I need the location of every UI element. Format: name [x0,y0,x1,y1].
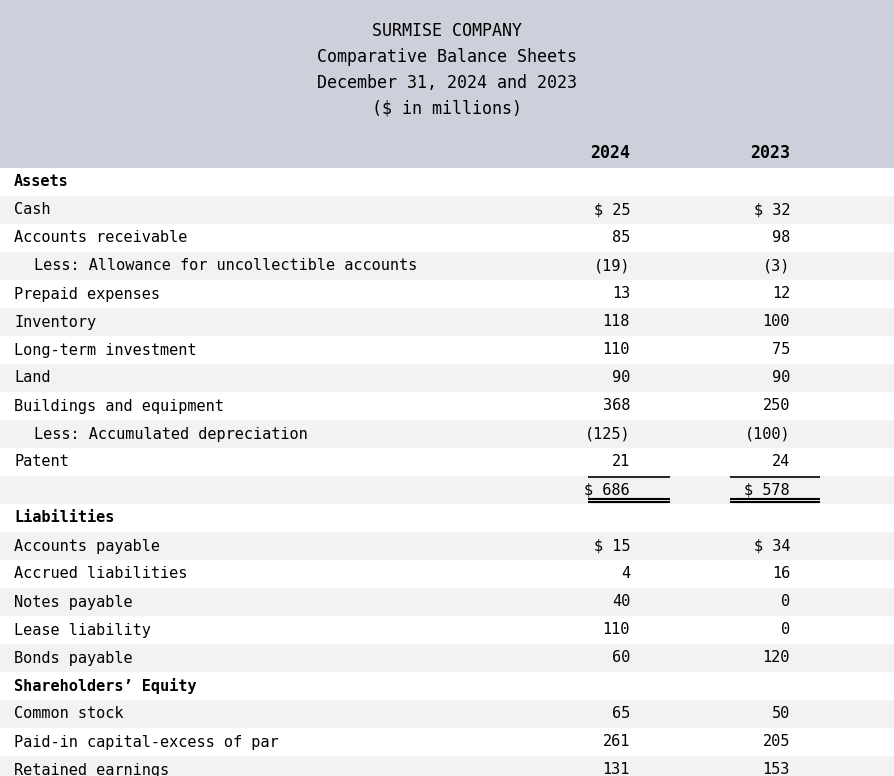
Bar [0,448,894,476]
Text: Assets: Assets [14,175,69,189]
Text: December 31, 2024 and 2023: December 31, 2024 and 2023 [317,74,577,92]
Bar [0,196,894,224]
Bar [0,672,894,700]
Bar [0,336,894,364]
Text: $ 686: $ 686 [585,483,630,497]
Bar [0,364,894,392]
Text: ($ in millions): ($ in millions) [372,100,522,118]
Text: Accrued liabilities: Accrued liabilities [14,566,188,581]
Text: 4: 4 [620,566,630,581]
Bar [0,700,894,728]
Text: (19): (19) [594,258,630,273]
Text: Shareholders’ Equity: Shareholders’ Equity [14,678,197,694]
Text: 21: 21 [611,455,630,469]
Bar [0,138,894,168]
Bar [0,252,894,280]
Text: Cash: Cash [14,203,50,217]
Text: $ 25: $ 25 [594,203,630,217]
Text: Lease liability: Lease liability [14,622,151,638]
Text: 24: 24 [772,455,790,469]
Bar [0,392,894,420]
Bar [0,0,894,138]
Text: (125): (125) [585,427,630,442]
Text: Accounts receivable: Accounts receivable [14,230,188,245]
Text: Less: Allowance for uncollectible accounts: Less: Allowance for uncollectible accoun… [34,258,417,273]
Text: Bonds payable: Bonds payable [14,650,132,666]
Text: 13: 13 [611,286,630,302]
Text: $ 15: $ 15 [594,539,630,553]
Text: 98: 98 [772,230,790,245]
Text: 2024: 2024 [590,144,630,162]
Text: 90: 90 [611,370,630,386]
Bar [0,616,894,644]
Bar [0,728,894,756]
Text: 12: 12 [772,286,790,302]
Text: Liabilities: Liabilities [14,511,114,525]
Bar [0,504,894,532]
Bar [0,756,894,776]
Text: Prepaid expenses: Prepaid expenses [14,286,160,302]
Text: Accounts payable: Accounts payable [14,539,160,553]
Text: Long-term investment: Long-term investment [14,342,197,358]
Text: 205: 205 [763,735,790,750]
Text: 131: 131 [603,763,630,776]
Text: 90: 90 [772,370,790,386]
Text: 110: 110 [603,622,630,638]
Bar [0,280,894,308]
Text: 75: 75 [772,342,790,358]
Text: Buildings and equipment: Buildings and equipment [14,399,224,414]
Text: Land: Land [14,370,50,386]
Text: 65: 65 [611,706,630,722]
Bar [0,588,894,616]
Text: 2023: 2023 [750,144,790,162]
Text: 120: 120 [763,650,790,666]
Text: 0: 0 [780,622,790,638]
Text: (100): (100) [745,427,790,442]
Text: 110: 110 [603,342,630,358]
Text: Less: Accumulated depreciation: Less: Accumulated depreciation [34,427,308,442]
Text: 85: 85 [611,230,630,245]
Text: Paid-in capital-excess of par: Paid-in capital-excess of par [14,735,279,750]
Bar [0,644,894,672]
Text: 250: 250 [763,399,790,414]
Text: Common stock: Common stock [14,706,123,722]
Bar [0,560,894,588]
Text: 261: 261 [603,735,630,750]
Text: 16: 16 [772,566,790,581]
Text: $ 34: $ 34 [754,539,790,553]
Text: 50: 50 [772,706,790,722]
Bar [0,308,894,336]
Bar [0,168,894,196]
Text: 118: 118 [603,314,630,330]
Text: 0: 0 [780,594,790,609]
Text: Patent: Patent [14,455,69,469]
Text: 368: 368 [603,399,630,414]
Text: Comparative Balance Sheets: Comparative Balance Sheets [317,48,577,66]
Bar [0,420,894,448]
Text: Notes payable: Notes payable [14,594,132,609]
Text: $ 578: $ 578 [745,483,790,497]
Text: Inventory: Inventory [14,314,97,330]
Text: 153: 153 [763,763,790,776]
Text: 60: 60 [611,650,630,666]
Text: 40: 40 [611,594,630,609]
Text: SURMISE COMPANY: SURMISE COMPANY [372,22,522,40]
Bar [0,532,894,560]
Text: $ 32: $ 32 [754,203,790,217]
Bar [0,224,894,252]
Bar [0,476,894,504]
Text: 100: 100 [763,314,790,330]
Text: (3): (3) [763,258,790,273]
Text: Retained earnings: Retained earnings [14,763,169,776]
